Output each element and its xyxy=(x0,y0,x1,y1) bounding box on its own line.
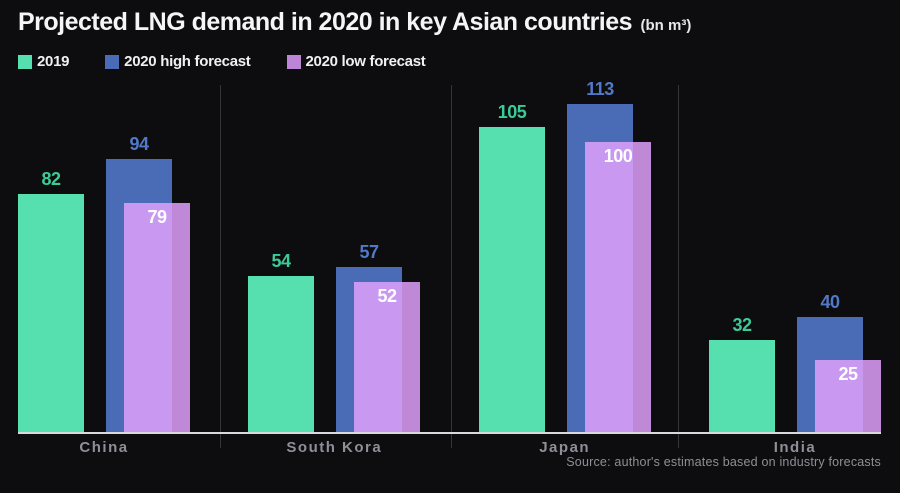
category-label-japan: Japan xyxy=(539,439,591,456)
legend-swatch-icon xyxy=(286,54,301,69)
page-title: Projected LNG demand in 2020 in key Asia… xyxy=(18,8,691,37)
legend-swatch-icon xyxy=(18,54,32,69)
chart-title-unit: (bn m³) xyxy=(640,17,692,34)
bar-2019-india xyxy=(709,340,775,433)
value-label-2019-india: 32 xyxy=(732,315,752,335)
category-label-india: India xyxy=(773,439,817,456)
bar-2020-low-forecast-india xyxy=(815,360,881,433)
value-label-2020-low-forecast-south-kora: 52 xyxy=(377,286,397,306)
chart-title-text: Projected LNG demand in 2020 in key Asia… xyxy=(18,8,633,36)
group-divider xyxy=(451,85,452,448)
value-label-2020-high-forecast-south-kora: 57 xyxy=(359,242,379,262)
value-label-2020-high-forecast-china: 94 xyxy=(129,134,149,154)
bar-2019-japan xyxy=(479,127,545,433)
value-label-2020-low-forecast-japan: 100 xyxy=(603,146,633,166)
bar-2019-china xyxy=(18,194,84,433)
value-label-2020-low-forecast-india: 25 xyxy=(838,364,858,384)
value-label-2020-high-forecast-india: 40 xyxy=(820,292,840,312)
legend-label: 2020 low forecast xyxy=(305,53,426,70)
legend-label: 2019 xyxy=(37,53,70,70)
bar-2019-south-kora xyxy=(248,276,314,433)
group-divider xyxy=(678,85,679,448)
bar-2020-low-forecast-japan xyxy=(585,142,651,433)
x-axis-line xyxy=(18,432,881,434)
legend: 2019 2020 high forecast 2020 low forecast xyxy=(18,53,426,70)
legend-swatch-icon xyxy=(105,54,120,69)
bar-2020-low-forecast-south-kora xyxy=(354,282,420,433)
plot-area: 82 94 79 China 54 57 52 South Kora 105 113 100 Japa… xyxy=(0,79,900,456)
value-label-2019-south-kora: 54 xyxy=(271,251,291,271)
category-label-south-kora: South Kora xyxy=(286,439,383,456)
group-divider xyxy=(220,85,221,448)
value-label-2020-high-forecast-japan: 113 xyxy=(586,79,614,99)
value-label-2019-japan: 105 xyxy=(497,102,527,122)
legend-label: 2020 high forecast xyxy=(124,53,251,70)
bar-2020-low-forecast-china xyxy=(124,203,190,433)
legend-item-2019: 2019 xyxy=(18,53,69,70)
source-note: Source: author's estimates based on indu… xyxy=(566,455,881,469)
category-label-china: China xyxy=(79,439,129,456)
value-label-2020-low-forecast-china: 79 xyxy=(147,207,167,227)
legend-item-2020-low-forecast: 2020 low forecast xyxy=(286,53,426,70)
value-label-2019-china: 82 xyxy=(41,169,61,189)
legend-item-2020-high-forecast: 2020 high forecast xyxy=(105,53,251,70)
